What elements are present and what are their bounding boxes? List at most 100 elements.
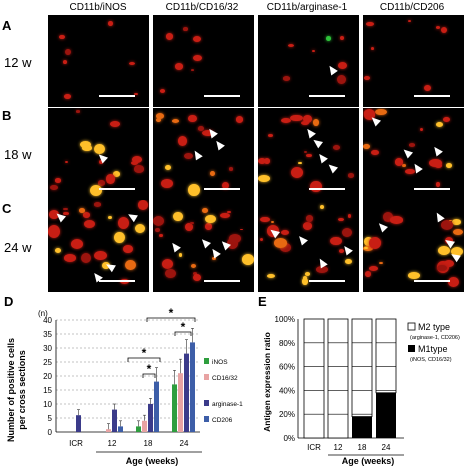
arrowhead-marker xyxy=(104,260,116,273)
scale-bar xyxy=(309,188,345,190)
y-tick-label: 60% xyxy=(279,363,295,372)
stained-cell xyxy=(159,233,164,238)
stained-cell xyxy=(408,143,415,147)
stained-cell xyxy=(80,252,91,263)
legend-m2-sub: (arginase-1, CD206) xyxy=(410,335,460,341)
y-tick-label: 40% xyxy=(279,386,295,395)
stained-cell xyxy=(205,223,212,230)
stained-cell xyxy=(363,144,370,149)
stained-cell xyxy=(130,160,138,166)
stained-cell xyxy=(172,211,183,222)
scale-bar xyxy=(204,188,240,190)
stained-cell xyxy=(202,207,209,214)
micrograph-panel xyxy=(48,200,149,292)
stained-cell xyxy=(280,243,291,252)
stained-cell xyxy=(310,181,322,192)
micrograph-panel xyxy=(363,15,464,107)
stained-cell xyxy=(338,61,348,69)
stained-cell xyxy=(274,238,287,248)
stained-cell xyxy=(62,59,67,64)
stained-cell xyxy=(303,115,313,124)
x-tick-label: 24 xyxy=(180,439,189,448)
micrograph-panel xyxy=(258,108,359,200)
row-age-24w: 24 w xyxy=(4,240,32,255)
stained-cell xyxy=(48,225,61,239)
stained-cell xyxy=(110,121,120,128)
scale-bar xyxy=(309,280,345,282)
x-tick-label: 18 xyxy=(144,439,153,448)
stained-cell xyxy=(122,244,133,254)
stained-cell xyxy=(178,136,188,146)
micrograph-panel xyxy=(153,108,254,200)
stained-cell xyxy=(108,21,114,26)
bar-m2 xyxy=(303,318,325,439)
stained-cell xyxy=(101,261,110,270)
arrowhead-marker xyxy=(213,138,225,151)
stained-cell xyxy=(93,202,102,207)
panel-letter-e: E xyxy=(258,294,267,309)
stained-cell xyxy=(65,48,72,55)
stained-cell xyxy=(407,20,412,23)
scale-bar xyxy=(414,280,450,282)
bar-inos xyxy=(172,384,177,432)
unit-label: (n) xyxy=(38,309,48,318)
stained-cell xyxy=(75,110,80,113)
bar-m2 xyxy=(351,318,373,417)
significance-bracket xyxy=(142,373,156,378)
stained-cell xyxy=(312,119,319,126)
stained-cell xyxy=(192,272,197,275)
column-header-cd16-32: CD11b/CD16/32 xyxy=(165,2,239,13)
stained-cell xyxy=(49,210,59,220)
stained-cell xyxy=(260,237,264,241)
stained-cell xyxy=(220,212,231,219)
stained-cell xyxy=(174,63,183,70)
stained-cell xyxy=(444,237,454,245)
stained-cell xyxy=(260,217,270,223)
stained-cell xyxy=(209,171,215,177)
micrograph-panel xyxy=(258,200,359,292)
y-tick-label: 20% xyxy=(279,410,295,419)
stained-cell xyxy=(63,93,71,99)
stained-cell xyxy=(55,178,61,183)
legend-swatch xyxy=(204,416,209,422)
arrowhead-marker xyxy=(209,246,221,259)
stained-cell xyxy=(449,219,453,222)
significance-star: * xyxy=(181,320,186,334)
stained-cell xyxy=(436,182,441,187)
stained-cell xyxy=(112,170,120,177)
stained-cell xyxy=(447,276,459,288)
significance-star: * xyxy=(142,346,147,360)
stained-cell xyxy=(420,127,424,132)
stained-cell xyxy=(235,116,244,123)
stained-cell xyxy=(282,76,291,81)
significance-bracket xyxy=(174,331,192,336)
row-age-12w: 12 w xyxy=(4,55,32,70)
stained-cell xyxy=(302,222,313,230)
micrograph-panel xyxy=(363,200,464,292)
stained-cell xyxy=(239,228,243,231)
chart-antigen-ratio: Antigen expression ratio Age (weeks) M2 … xyxy=(262,315,460,466)
stained-cell xyxy=(266,225,280,238)
stained-cell xyxy=(446,163,453,168)
stained-cell xyxy=(297,161,302,165)
stained-cell xyxy=(347,214,351,218)
stained-cell xyxy=(79,208,86,213)
bar-m2 xyxy=(375,318,397,394)
stained-cell xyxy=(383,211,394,222)
significance-bracket xyxy=(146,317,196,322)
x-tick-label: 18 xyxy=(358,443,367,452)
stained-cell xyxy=(363,109,376,120)
stained-cell xyxy=(306,153,313,158)
arrowhead-marker xyxy=(199,236,211,249)
stained-cell xyxy=(212,256,217,260)
stained-cell xyxy=(442,116,450,123)
stained-cell xyxy=(344,258,352,265)
stained-cell xyxy=(64,253,77,262)
stained-cell xyxy=(178,253,183,257)
stained-cell xyxy=(333,144,341,150)
y-axis-label-line1: Number of positive cells xyxy=(6,338,16,442)
stained-cell xyxy=(437,264,447,272)
bar-arginase-1 xyxy=(112,409,117,432)
micrograph-panel xyxy=(363,108,464,200)
stained-cell xyxy=(83,219,95,228)
